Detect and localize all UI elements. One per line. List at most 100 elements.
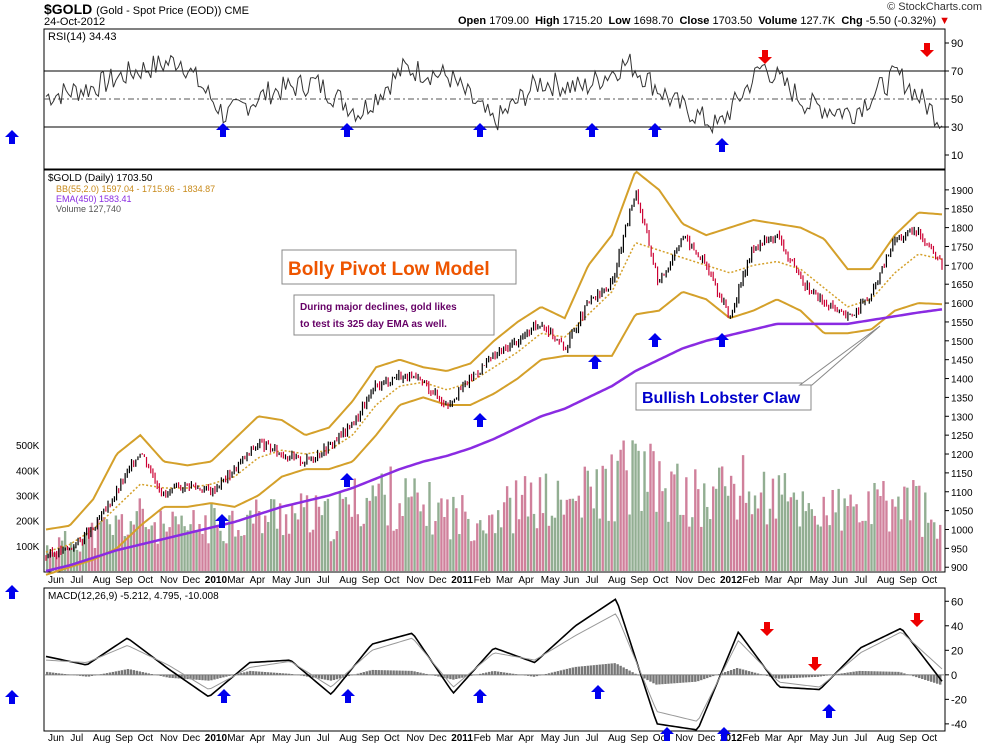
macd-histogram-bar: [159, 674, 162, 676]
macd-histogram-bar: [553, 671, 557, 675]
x-tick-label: Dec: [698, 575, 716, 586]
symbol-label: $GOLD: [44, 1, 93, 17]
volume-bar: [183, 526, 186, 571]
price-tick-label: 1500: [951, 337, 974, 348]
stockcharts-credit[interactable]: © StockCharts.com: [887, 1, 982, 13]
macd-histogram-bar: [275, 672, 279, 675]
volume-bar: [308, 532, 312, 571]
volume-bar: [819, 526, 822, 571]
volume-bar: [488, 515, 491, 571]
volume-bar: [392, 530, 395, 571]
volume-bar: [810, 509, 813, 571]
volume-bar: [201, 533, 204, 571]
volume-bar: [903, 486, 906, 571]
volume-bar: [574, 500, 578, 571]
macd-histogram-bar: [786, 674, 790, 679]
volume-bar: [189, 524, 192, 571]
volume-bar: [622, 440, 625, 571]
macd-histogram-bar: [210, 674, 213, 681]
volume-bar: [228, 515, 231, 571]
volume-bar: [156, 543, 159, 571]
macd-histogram-bar: [380, 670, 383, 675]
macd-series: [45, 598, 943, 731]
volume-bar: [807, 503, 810, 571]
macd-histogram-bar: [562, 669, 566, 675]
macd-tick-label: 20: [951, 645, 963, 657]
down-arrow-icon: [920, 43, 934, 57]
volume-bar: [825, 515, 828, 571]
volume-bar: [383, 494, 386, 571]
volume-bar: [616, 460, 619, 571]
macd-histogram-bar: [261, 671, 264, 675]
x-tick-label: Nov: [406, 575, 424, 586]
x-tick-label: Jun: [832, 733, 848, 744]
volume-bar: [305, 495, 309, 571]
x-tick-label: Aug: [339, 733, 357, 744]
macd-histogram-bar: [535, 674, 539, 677]
macd-histogram-bar: [646, 674, 649, 681]
volume-bar: [667, 521, 670, 571]
down-arrow-icon: [808, 657, 822, 671]
volume-bar: [267, 522, 270, 571]
x-tick-label: Aug: [877, 575, 895, 586]
volume-bar: [222, 541, 225, 571]
volume-bar: [735, 519, 739, 571]
volume-bar: [386, 525, 389, 571]
price-x-axis: Jun Jul Aug Sep Oct Nov Dec 2010 Mar Apr May Jun Jul…: [48, 575, 937, 586]
down-arrow-icon: [758, 50, 772, 64]
macd-histogram-bar: [494, 671, 497, 675]
volume-bar: [682, 514, 685, 571]
volume-bar: [255, 499, 258, 571]
price-tick-label: 1300: [951, 412, 974, 423]
volume-bar: [479, 520, 482, 571]
rsi-legend: RSI(14) 34.43: [48, 31, 116, 43]
macd-histogram-bar: [777, 674, 781, 679]
macd-histogram-bar: [389, 670, 392, 675]
macd-histogram-bar: [765, 674, 769, 676]
volume-bar: [389, 466, 392, 571]
volume-bar: [66, 546, 70, 571]
macd-histogram-bar: [616, 664, 619, 675]
macd-histogram-bar: [712, 674, 715, 677]
volume-bar: [264, 515, 267, 571]
volume-bar: [526, 516, 530, 571]
x-tick-label: Jul: [854, 733, 867, 744]
macd-histogram-bar: [446, 674, 449, 679]
macd-histogram-bar: [219, 674, 222, 679]
volume-bar: [891, 499, 894, 571]
macd-histogram-bar: [165, 674, 168, 678]
up-arrow-icon: [216, 123, 230, 137]
macd-histogram-bar: [323, 674, 327, 680]
volume-bar: [75, 549, 79, 571]
macd-histogram-bar: [720, 673, 724, 675]
volume-bar: [461, 495, 464, 571]
model-title-box: [281, 249, 517, 285]
volume-bar: [771, 478, 775, 571]
volume-bar: [565, 499, 569, 571]
volume-bar: [750, 514, 754, 571]
volume-bar: [520, 494, 524, 571]
macd-histogram-bar: [57, 673, 61, 675]
x-tick-label: 2010: [205, 575, 228, 586]
price-legend: $GOLD (Daily) 1703.50: [48, 173, 153, 184]
macd-histogram-bar: [377, 670, 380, 675]
volume-bar: [858, 522, 861, 571]
x-tick-label: Apr: [787, 733, 803, 744]
claw-box: [635, 382, 812, 411]
volume-bar: [523, 476, 527, 571]
volume-bar: [927, 522, 930, 571]
x-tick-label: Jun: [294, 575, 310, 586]
volume-bar: [888, 531, 891, 571]
x-tick-label: Jul: [854, 575, 867, 586]
volume-bar: [864, 520, 867, 571]
volume-bar: [643, 451, 646, 571]
macd-histogram-bar: [822, 674, 825, 677]
volume-bar: [329, 541, 333, 571]
macd-histogram-bar: [792, 674, 796, 678]
macd-histogram-bar: [87, 674, 91, 677]
macd-histogram-bar: [395, 670, 398, 675]
volume-bar: [601, 465, 604, 571]
macd-histogram-bar: [610, 663, 613, 675]
volume-bar: [822, 496, 825, 571]
volume-bar: [529, 482, 533, 571]
